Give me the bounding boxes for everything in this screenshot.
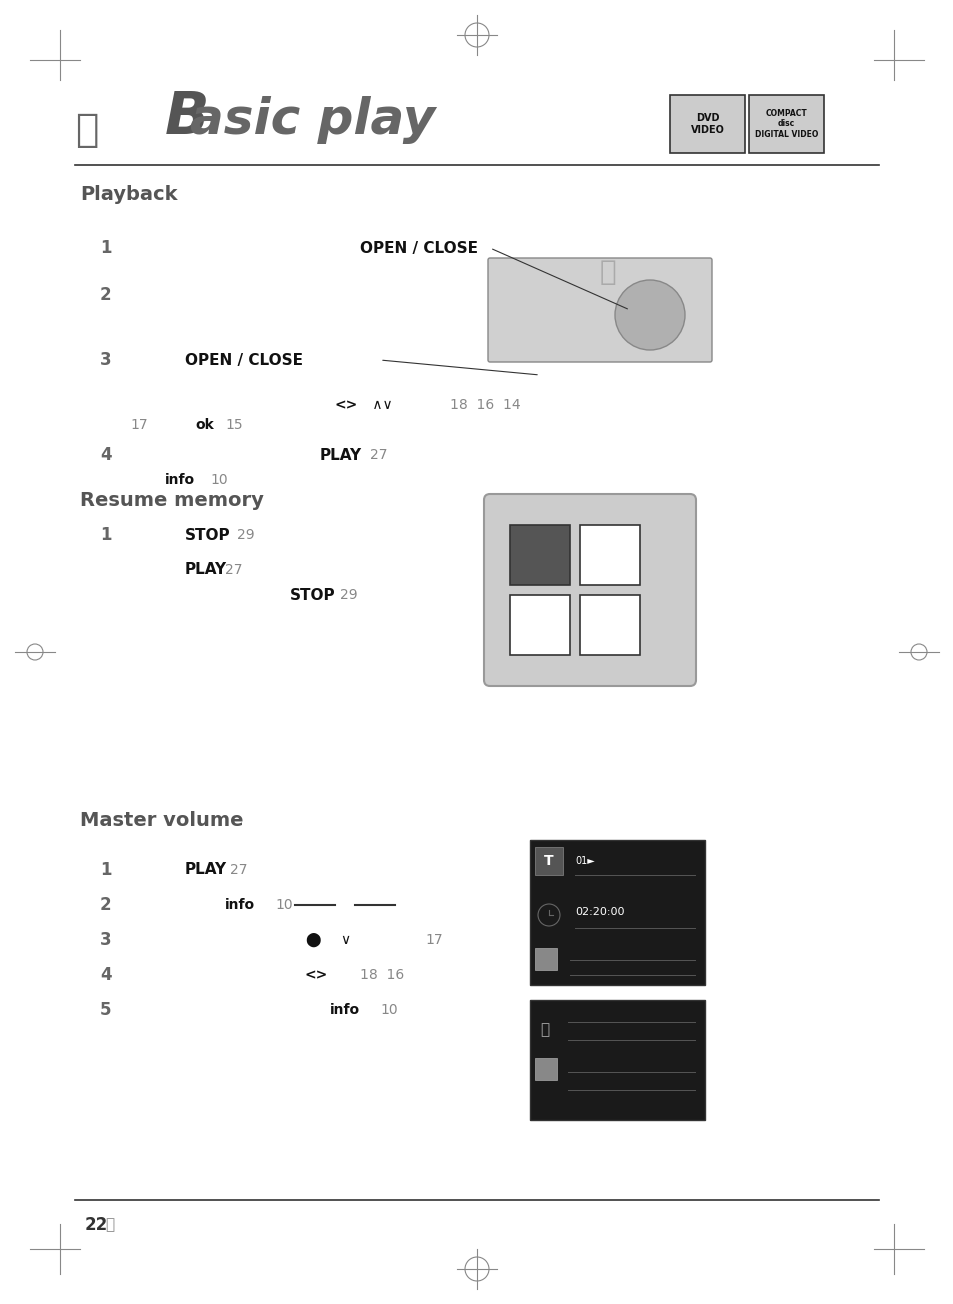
Text: 4: 4: [100, 966, 112, 985]
Bar: [510, 595, 569, 655]
Text: 1: 1: [100, 526, 112, 544]
Text: 18  16  14: 18 16 14: [450, 398, 520, 412]
Bar: [535, 948, 557, 970]
Text: 17: 17: [130, 419, 148, 432]
Text: 5: 5: [100, 1001, 112, 1018]
Text: STOP: STOP: [290, 588, 335, 602]
Text: 02:20:00: 02:20:00: [575, 908, 624, 917]
Text: 29: 29: [339, 588, 357, 602]
Text: Master volume: Master volume: [80, 811, 243, 829]
Text: Playback: Playback: [80, 185, 177, 205]
Circle shape: [615, 280, 684, 349]
Text: PLAY: PLAY: [185, 562, 227, 578]
Text: Resume memory: Resume memory: [80, 490, 264, 510]
Bar: [510, 526, 569, 585]
Text: 01►: 01►: [575, 855, 594, 866]
Text: 3: 3: [100, 931, 112, 949]
Text: 4: 4: [100, 446, 112, 464]
Text: ok: ok: [194, 419, 213, 432]
Text: 27: 27: [225, 563, 242, 576]
FancyBboxPatch shape: [483, 494, 696, 686]
Text: 3: 3: [100, 351, 112, 369]
Text: 2: 2: [100, 896, 112, 914]
Text: asic play: asic play: [190, 96, 435, 143]
Text: 27: 27: [230, 863, 247, 878]
Text: 27: 27: [370, 449, 387, 462]
Text: PLAY: PLAY: [185, 862, 227, 878]
Text: 📖: 📖: [75, 111, 98, 149]
Text: COMPACT
disc
DIGITAL VIDEO: COMPACT disc DIGITAL VIDEO: [754, 110, 818, 140]
Text: 15: 15: [225, 419, 242, 432]
Text: ✋: ✋: [599, 258, 616, 286]
Text: 📖: 📖: [105, 1218, 114, 1232]
Bar: [748, 95, 823, 153]
Text: 1: 1: [100, 861, 112, 879]
Text: OPEN / CLOSE: OPEN / CLOSE: [185, 352, 303, 368]
FancyBboxPatch shape: [488, 258, 711, 363]
Bar: [669, 95, 744, 153]
Text: 17: 17: [424, 932, 442, 947]
Text: 10: 10: [379, 1003, 397, 1017]
Text: 10: 10: [274, 898, 293, 911]
Bar: [530, 1000, 704, 1120]
Text: 18  16: 18 16: [359, 968, 404, 982]
Text: T: T: [543, 854, 554, 868]
Text: 2: 2: [100, 286, 112, 304]
Text: 1: 1: [100, 239, 112, 257]
Text: ⬤: ⬤: [305, 932, 320, 947]
Text: info: info: [330, 1003, 359, 1017]
Bar: [530, 840, 704, 985]
Bar: [579, 595, 639, 655]
Text: STOP: STOP: [185, 528, 231, 542]
Bar: [535, 848, 562, 875]
Text: DVD
VIDEO: DVD VIDEO: [690, 113, 723, 134]
Text: 🎥: 🎥: [539, 1022, 549, 1038]
Text: 29: 29: [236, 528, 254, 542]
Bar: [579, 526, 639, 585]
Text: ∧∨: ∧∨: [368, 398, 393, 412]
Bar: [535, 1058, 557, 1080]
Text: info: info: [165, 473, 195, 486]
Text: PLAY: PLAY: [319, 447, 362, 463]
Text: OPEN / CLOSE: OPEN / CLOSE: [359, 240, 477, 256]
Text: <>: <>: [335, 398, 358, 412]
Text: 10: 10: [210, 473, 228, 486]
Text: ∨: ∨: [339, 932, 350, 947]
Text: <>: <>: [305, 968, 328, 982]
Text: 22: 22: [85, 1217, 108, 1234]
Text: B: B: [165, 90, 210, 146]
Text: info: info: [225, 898, 254, 911]
